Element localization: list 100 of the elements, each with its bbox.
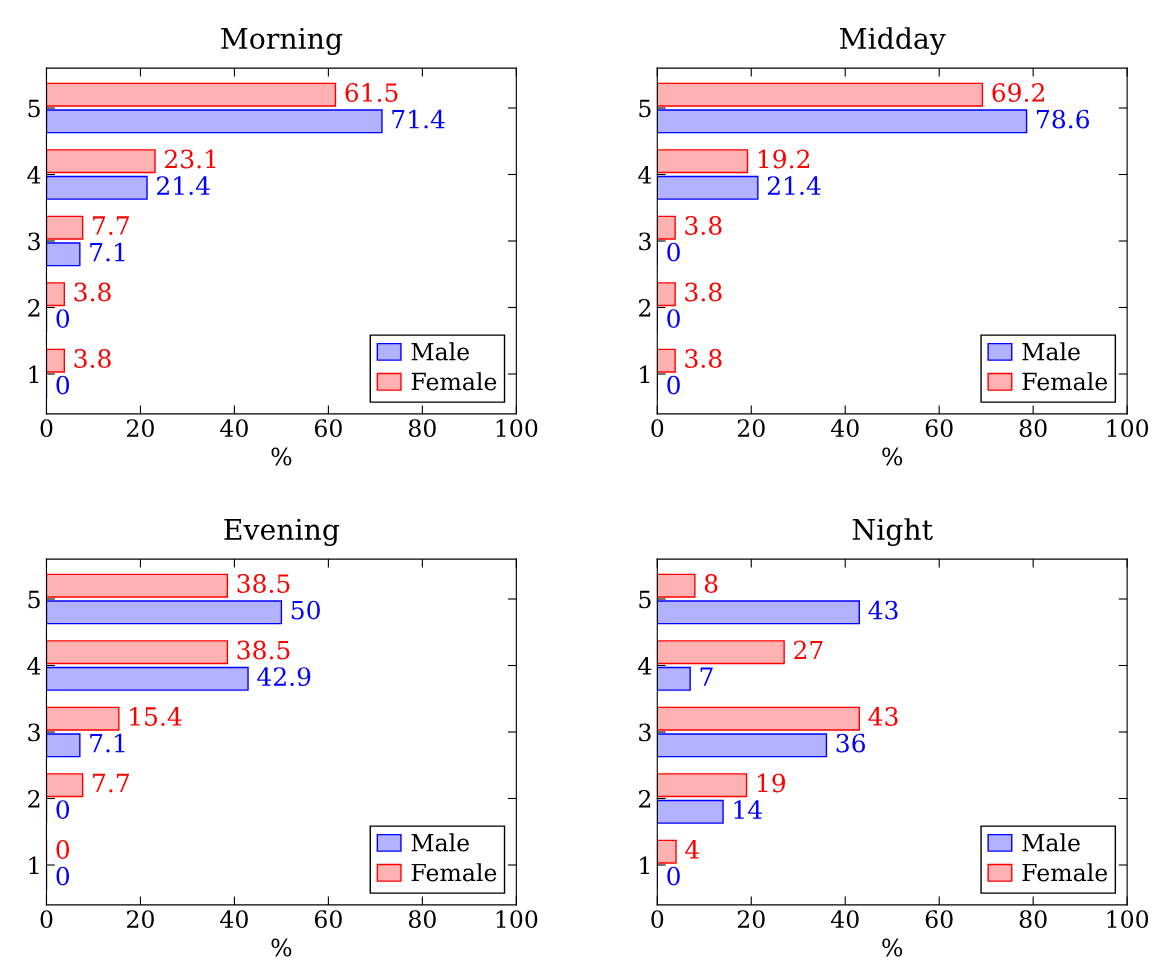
legend-label: Male: [411, 833, 469, 852]
y-tick-label: 2: [639, 789, 651, 808]
y-tick-label: 5: [28, 99, 40, 118]
x-tick-label: 60: [314, 419, 342, 438]
chart-title: Night: [852, 518, 933, 546]
y-tick-label: 2: [639, 298, 651, 317]
y-tick-label: 1: [640, 856, 650, 874]
data-label: 0: [56, 309, 70, 329]
data-label: 14: [734, 800, 762, 819]
data-label: 21.4: [157, 176, 210, 196]
y-tick-label: 5: [639, 99, 651, 118]
data-label: 3.8: [74, 282, 111, 302]
data-label: 0: [56, 840, 70, 859]
data-label: 36: [836, 733, 866, 753]
data-label: 3.8: [685, 282, 722, 302]
y-tick-label: 1: [640, 365, 650, 383]
x-tick-label: 60: [314, 910, 342, 929]
data-label: 0: [667, 309, 680, 329]
data-label: 0: [667, 242, 680, 262]
chart-title: Midday: [840, 27, 946, 55]
legend-label: Male: [1022, 342, 1080, 361]
data-label: 42.9: [257, 667, 311, 687]
y-tick-label: 1: [29, 856, 39, 874]
data-label: 50: [291, 600, 320, 620]
data-label: 7: [700, 667, 713, 686]
x-tick-label: 60: [925, 910, 953, 929]
y-tick-label: 4: [27, 656, 41, 675]
data-label: 7.1: [90, 733, 125, 753]
x-axis-title: %: [882, 447, 903, 466]
x-axis-title: %: [882, 938, 903, 957]
x-axis-title: %: [271, 447, 292, 466]
data-label: 0: [56, 866, 70, 886]
x-tick-label: 100: [1107, 910, 1149, 929]
x-tick-label: 0: [651, 419, 664, 438]
legend-label: Male: [411, 342, 469, 361]
x-tick-label: 20: [737, 419, 765, 438]
y-tick-label: 3: [639, 232, 651, 251]
data-label: 61.5: [345, 83, 398, 102]
y-tick-label: 4: [638, 656, 652, 675]
x-axis-title: %: [271, 938, 292, 957]
y-tick-label: 4: [27, 165, 41, 184]
legend-label: Female: [1022, 372, 1108, 391]
x-tick-label: 100: [1107, 419, 1149, 438]
data-label: 19.2: [758, 149, 810, 169]
y-tick-label: 5: [639, 590, 651, 609]
y-tick-label: 5: [28, 590, 40, 609]
data-label: 38.5: [237, 574, 290, 593]
data-label: 0: [667, 866, 680, 886]
x-tick-label: 80: [408, 910, 436, 929]
y-tick-label: 3: [28, 232, 40, 251]
x-tick-label: 60: [925, 419, 953, 438]
y-tick-label: 3: [28, 723, 40, 742]
data-label: 19: [757, 773, 786, 793]
data-label: 7.7: [93, 773, 129, 793]
data-label: 43: [868, 707, 898, 726]
data-label: 78.6: [1037, 109, 1090, 129]
chart-title: Morning: [221, 27, 343, 55]
x-tick-label: 40: [830, 419, 859, 438]
x-tick-label: 20: [127, 419, 154, 438]
x-tick-label: 40: [830, 910, 859, 929]
data-label: 8: [704, 574, 718, 593]
x-tick-label: 0: [40, 910, 53, 929]
data-label: 71.4: [392, 109, 445, 129]
data-label: 0: [667, 375, 680, 395]
data-label: 3.8: [74, 349, 111, 368]
x-tick-label: 40: [220, 910, 248, 929]
data-label: 3.8: [685, 216, 722, 235]
y-tick-label: 1: [29, 365, 39, 383]
data-label: 38.5: [237, 640, 290, 660]
x-tick-label: 0: [651, 910, 664, 929]
x-tick-label: 80: [1019, 419, 1047, 438]
data-label: 43: [868, 600, 898, 620]
data-label: 23.1: [165, 149, 216, 169]
x-tick-label: 80: [1019, 910, 1047, 929]
x-tick-label: 0: [40, 419, 53, 438]
x-tick-label: 100: [496, 910, 538, 929]
x-tick-label: 20: [737, 910, 765, 929]
chart-title: Evening: [224, 518, 340, 546]
x-tick-label: 100: [496, 419, 538, 438]
x-tick-label: 20: [127, 910, 154, 929]
data-label: 69.2: [992, 83, 1044, 102]
y-tick-label: 2: [28, 789, 40, 808]
x-tick-label: 80: [408, 419, 436, 438]
data-label: 7.1: [90, 242, 125, 262]
data-label: 21.4: [767, 176, 821, 196]
legend-label: Female: [411, 372, 497, 391]
data-label: 7.7: [93, 216, 129, 235]
data-label: 3.8: [685, 349, 722, 368]
legend-label: Female: [1022, 863, 1108, 882]
data-label: 15.4: [130, 707, 182, 726]
data-label: 4: [685, 840, 700, 859]
legend-label: Female: [411, 863, 497, 882]
legend-label: Male: [1022, 833, 1080, 852]
x-tick-label: 40: [220, 419, 248, 438]
y-tick-label: 2: [28, 298, 40, 317]
data-label: 0: [56, 800, 70, 820]
y-tick-label: 4: [638, 165, 652, 184]
y-tick-label: 3: [639, 723, 651, 742]
data-label: 27: [794, 640, 823, 660]
data-label: 0: [56, 375, 70, 395]
